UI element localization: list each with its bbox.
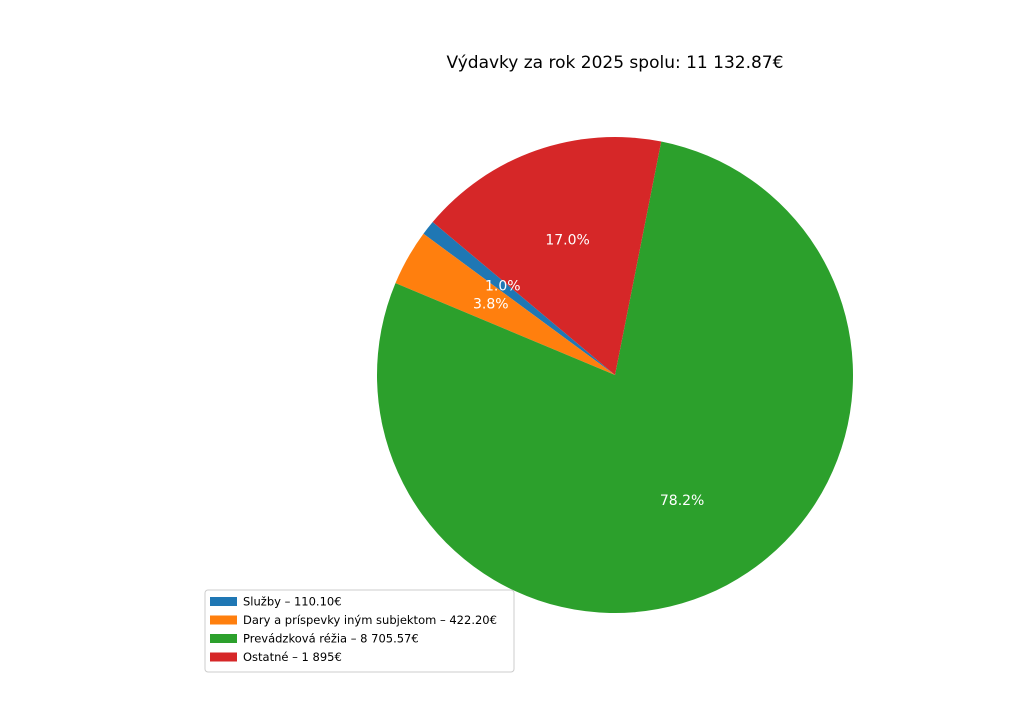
legend-label: Služby – 110.10€ [243, 595, 342, 609]
legend-swatch [210, 597, 237, 606]
slice-label: 3.8% [473, 297, 509, 313]
legend-frame [204, 589, 515, 673]
legend-label: Prevádzková réžia – 8 705.57€ [243, 632, 419, 646]
legend: Služby – 110.10€ Dary a príspevky iným su… [204, 589, 515, 673]
legend-label: Ostatné – 1 895€ [243, 650, 342, 664]
slice-label: 78.2% [660, 493, 704, 509]
pie-slice [432, 136, 662, 375]
pie-slice [377, 141, 854, 614]
pie-slice [423, 222, 615, 375]
legend-swatch [210, 652, 237, 662]
slice-label: 1.0% [485, 279, 521, 295]
pie-slice [395, 233, 615, 375]
slice-label: 17.0% [545, 232, 589, 248]
legend-swatch [210, 634, 237, 643]
legend-label: Dary a príspevky iným subjektom – 422.20… [243, 613, 497, 627]
chart-title: Výdavky za rok 2025 spolu: 11 132.87€ [447, 53, 784, 73]
legend-swatch [210, 615, 237, 625]
